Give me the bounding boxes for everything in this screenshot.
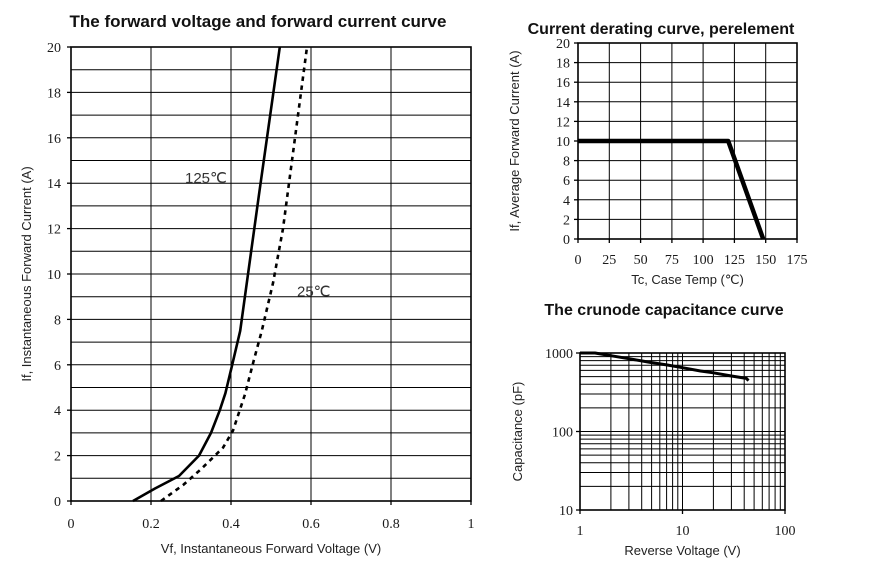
y-tick-label: 8 [563, 155, 570, 170]
curve-capacitance [580, 351, 750, 382]
y-tick-label: 12 [47, 223, 61, 238]
y-tick-label: 18 [47, 86, 61, 101]
y-tick-label: 16 [47, 132, 61, 147]
x-tick-label: 0.6 [302, 517, 320, 532]
x-axis-title: Vf, Instantaneous Forward Voltage (V) [161, 541, 381, 556]
x-tick-label: 100 [693, 253, 714, 268]
x-tick-label: 0.8 [382, 517, 400, 532]
y-tick-label: 12 [556, 115, 570, 130]
y-tick-label: 6 [563, 174, 570, 189]
curve-derating [578, 138, 766, 240]
y-tick-label: 10 [556, 135, 570, 150]
x-axis-title: Tc, Case Temp (℃) [631, 272, 744, 287]
x-tick-label: 25 [602, 253, 616, 268]
curve-25c [160, 46, 309, 503]
y-tick-label: 18 [556, 57, 570, 72]
y-tick-label: 14 [556, 96, 570, 111]
chart-capacitance: 1 10 100 10 100 1000 Reverse Voltage (V) Capaci… [510, 347, 796, 558]
y-tick-label: 0 [563, 233, 570, 248]
y-tick-label: 16 [556, 76, 570, 91]
y-tick-label: 4 [563, 194, 570, 209]
y-tick-label: 100 [552, 426, 573, 441]
y-axis-title: If, Average Forward Current (A) [507, 50, 522, 231]
x-tick-label: 175 [787, 253, 808, 268]
y-tick-label: 14 [47, 177, 61, 192]
y-tick-label: 20 [556, 37, 570, 52]
x-tick-label: 125 [724, 253, 745, 268]
chart-title-crunode-capacitance: The crunode capacitance curve [544, 302, 784, 319]
x-tick-label: 0.2 [142, 517, 160, 532]
series-label-25c: 25℃ [297, 284, 331, 301]
y-tick-label: 20 [47, 41, 61, 56]
series-label-125c: 125℃ [185, 170, 227, 187]
y-tick-label: 2 [563, 213, 570, 228]
x-tick-label: 100 [775, 524, 796, 539]
y-axis-title: If, Instantaneous Forward Current (A) [19, 166, 34, 381]
x-tick-label: 0 [575, 253, 582, 268]
y-tick-label: 0 [54, 495, 61, 510]
x-tick-label: 10 [676, 524, 690, 539]
x-tick-label: 75 [665, 253, 679, 268]
x-tick-label: 1 [577, 524, 584, 539]
x-tick-label: 0.4 [222, 517, 240, 532]
x-axis-title: Reverse Voltage (V) [624, 543, 740, 558]
y-tick-label: 10 [47, 268, 61, 283]
x-tick-label: 0 [68, 517, 75, 532]
chart-derating: 0 25 50 75 100 125 150 175 0 2 4 6 8 10 12 14 16 18 20 Tc, … [507, 37, 808, 287]
chart-title-current-derating: Current derating curve, perelement [527, 21, 795, 38]
y-tick-label: 2 [54, 450, 61, 465]
y-tick-label: 6 [54, 359, 61, 374]
y-tick-label: 8 [54, 313, 61, 328]
x-tick-label: 50 [634, 253, 648, 268]
x-tick-label: 1 [468, 517, 475, 532]
y-axis-title: Capacitance (pF) [510, 382, 525, 482]
y-tick-label: 1000 [545, 347, 573, 362]
y-tick-label: 4 [54, 404, 61, 419]
chart-title-forward-voltage-current: The forward voltage and forward current … [69, 12, 447, 31]
y-tick-label: 10 [559, 504, 573, 519]
curve-125c [132, 46, 282, 503]
x-tick-label: 150 [755, 253, 776, 268]
